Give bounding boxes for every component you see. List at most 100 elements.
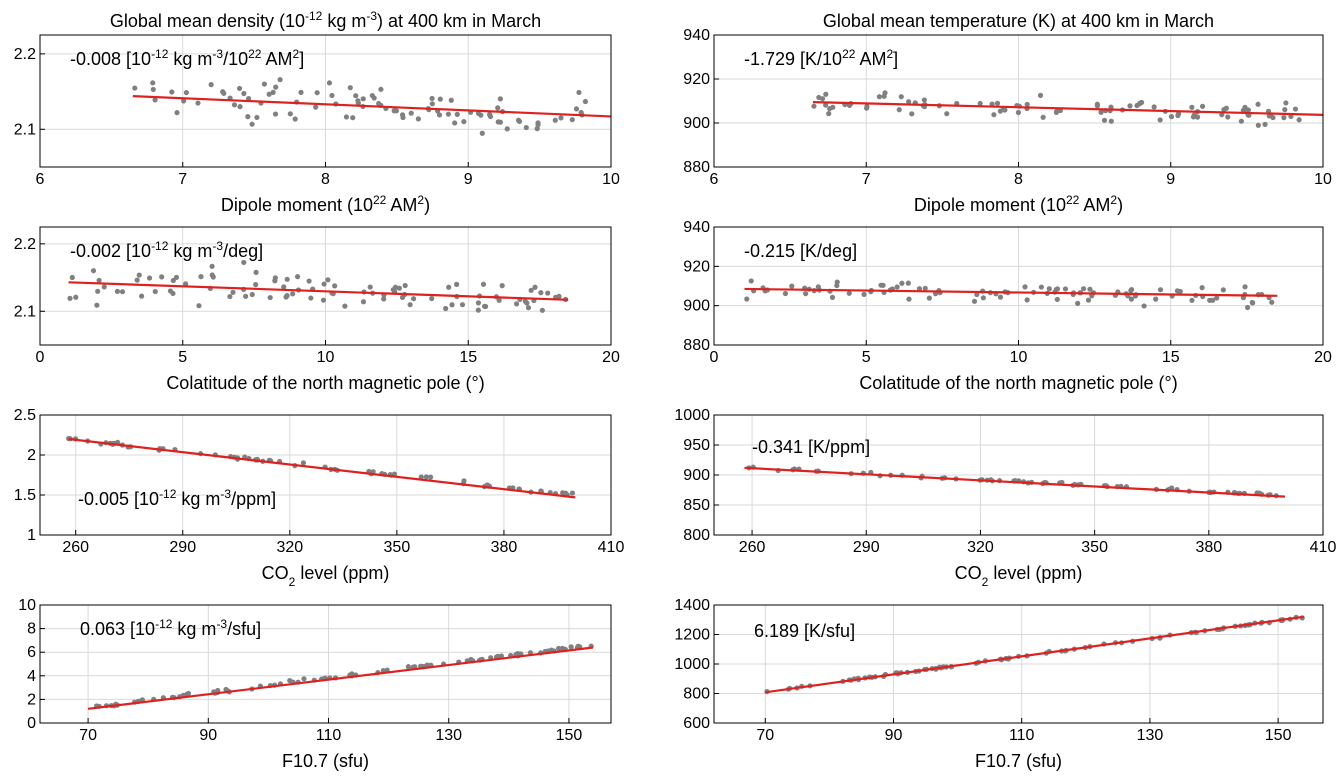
y-tick-label: 850: [683, 497, 710, 514]
data-point: [1225, 114, 1231, 120]
data-point: [461, 478, 467, 484]
data-point: [169, 89, 175, 95]
data-point: [132, 85, 138, 91]
data-point: [1175, 111, 1182, 117]
data-point: [150, 80, 156, 86]
data-point: [819, 96, 826, 102]
data-point: [1153, 296, 1159, 302]
data-point: [1174, 288, 1181, 294]
data-point: [1189, 297, 1195, 303]
data-point: [184, 691, 190, 697]
x-tick-label: 90: [199, 727, 217, 744]
data-point: [249, 291, 255, 298]
x-tick-label: 260: [62, 539, 89, 556]
x-tick-label: 20: [602, 349, 620, 366]
data-point: [454, 111, 460, 117]
data-point: [308, 295, 314, 301]
data-point: [96, 277, 102, 284]
y-tick-label: 2: [27, 691, 36, 708]
data-point: [73, 294, 79, 300]
fit-line: [68, 437, 576, 499]
x-tick-label: 9: [464, 171, 473, 188]
data-point: [134, 277, 140, 283]
data-point: [1094, 103, 1101, 109]
data-point: [236, 85, 243, 92]
data-point: [314, 90, 320, 96]
axes-frame: [39, 604, 612, 724]
data-point: [1136, 101, 1143, 107]
data-point: [287, 111, 293, 117]
data-point: [294, 274, 301, 280]
data-point: [429, 295, 435, 302]
data-point: [1238, 118, 1244, 124]
data-point: [1075, 300, 1081, 306]
x-tick-label: 10: [602, 171, 620, 188]
data-point: [1199, 285, 1205, 291]
data-point: [360, 299, 367, 305]
data-point: [829, 294, 836, 300]
slope-annotation: 6.189 [K/sfu]: [754, 621, 855, 641]
data-point: [313, 104, 319, 110]
data-point: [320, 297, 327, 303]
data-point: [899, 280, 905, 286]
data-point: [971, 298, 978, 304]
data-point: [496, 297, 502, 303]
data-point: [290, 291, 296, 297]
data-point: [266, 91, 272, 97]
data-point: [1098, 109, 1104, 115]
y-tick-label: 6: [27, 644, 36, 661]
data-point: [227, 293, 233, 300]
data-point: [480, 281, 487, 287]
x-tick-label: 70: [756, 727, 774, 744]
data-point: [95, 288, 101, 294]
data-point: [360, 96, 366, 102]
chart-panel-3: 0 5 10 15 20 2.1 2.2 Colatitude of the north ma…: [14, 226, 620, 393]
y-tick-label: 920: [683, 71, 710, 88]
x-tick-label: 0: [36, 349, 45, 366]
data-point: [283, 294, 289, 300]
data-point: [245, 114, 251, 120]
x-tick-label: 7: [862, 171, 871, 188]
data-point: [1269, 299, 1275, 305]
data-point: [898, 94, 904, 100]
data-point: [523, 124, 529, 131]
data-point: [353, 93, 359, 99]
data-point: [568, 644, 574, 650]
data-point: [170, 277, 176, 284]
data-point: [270, 89, 276, 95]
slope-annotation: -0.215 [K/deg]: [744, 241, 857, 261]
data-point: [497, 119, 504, 125]
data-point: [1024, 297, 1030, 303]
y-tick-label: 800: [683, 686, 710, 703]
chart-panel-8: 70 90 110 130 150 600 800 1000 1200 1400 F10.7 (sf…: [674, 597, 1324, 771]
data-point: [277, 77, 283, 83]
data-point: [181, 98, 187, 104]
data-point: [209, 272, 215, 278]
chart-panel-7: 70 90 110 130 150 0 2 4 6 8 10 F10.7 (sfu) 0.063 [10…: [18, 597, 612, 771]
data-point: [343, 114, 350, 120]
x-tick-label: 10: [1314, 171, 1332, 188]
data-point: [1281, 115, 1287, 121]
data-point: [921, 97, 927, 103]
data-point: [272, 111, 279, 117]
fit-line: [87, 646, 594, 710]
data-point: [1283, 100, 1289, 106]
data-point: [445, 111, 452, 117]
x-tick-label: 0: [710, 349, 719, 366]
plot-area: [40, 415, 611, 535]
data-point: [1292, 106, 1299, 112]
data-point: [538, 290, 544, 296]
data-point: [443, 305, 449, 312]
data-point: [114, 288, 121, 294]
data-point: [1242, 284, 1248, 290]
data-point: [944, 111, 950, 117]
x-axis-label: CO2 level (ppm): [955, 563, 1083, 589]
data-point: [292, 116, 298, 122]
x-tick-label: 350: [384, 539, 411, 556]
data-point: [392, 284, 399, 290]
data-point: [1002, 107, 1008, 113]
data-point: [1168, 114, 1175, 120]
chart-title: Global mean temperature (K) at 400 km in…: [823, 11, 1214, 31]
data-point: [152, 288, 158, 295]
data-point: [475, 300, 482, 306]
